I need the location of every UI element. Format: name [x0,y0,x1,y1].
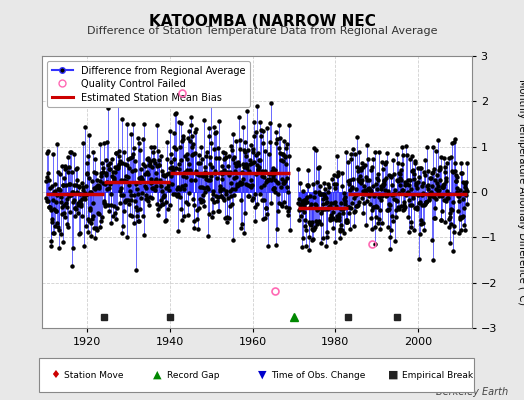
Text: Berkeley Earth: Berkeley Earth [436,387,508,397]
Text: Empirical Break: Empirical Break [402,370,474,380]
Text: ♦: ♦ [50,370,60,380]
Text: KATOOMBA (NARROW NEC: KATOOMBA (NARROW NEC [149,14,375,29]
Text: ■: ■ [388,370,398,380]
Text: Time of Obs. Change: Time of Obs. Change [271,370,366,380]
Text: ▲: ▲ [153,370,161,380]
Y-axis label: Monthly Temperature Anomaly Difference (°C): Monthly Temperature Anomaly Difference (… [517,79,524,305]
Text: Record Gap: Record Gap [167,370,219,380]
Text: Station Move: Station Move [64,370,124,380]
Legend: Difference from Regional Average, Quality Control Failed, Estimated Station Mean: Difference from Regional Average, Qualit… [47,61,250,107]
Text: ▼: ▼ [258,370,266,380]
Text: Difference of Station Temperature Data from Regional Average: Difference of Station Temperature Data f… [87,26,437,36]
